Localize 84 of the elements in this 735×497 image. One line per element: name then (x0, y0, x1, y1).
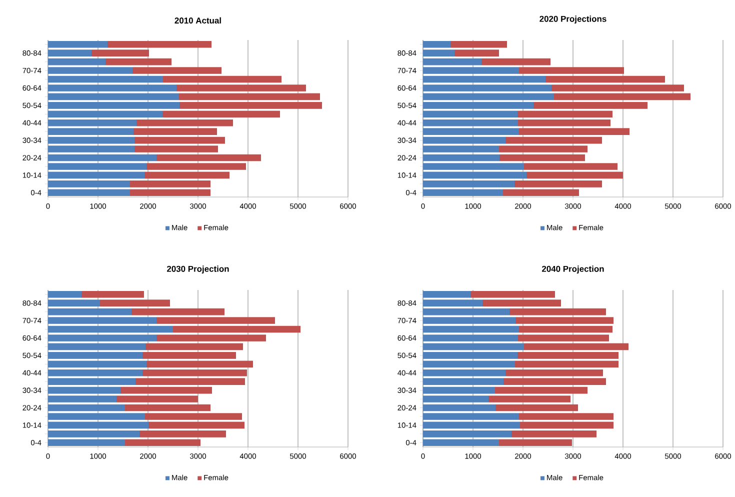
bar (423, 422, 520, 429)
bar (518, 334, 610, 342)
bar (146, 163, 246, 170)
bar (524, 343, 629, 350)
bar (423, 172, 527, 179)
bar (176, 84, 306, 92)
bar (134, 136, 225, 144)
bar (48, 84, 176, 92)
bar (156, 317, 275, 324)
bar (554, 93, 690, 100)
bar (132, 308, 224, 316)
bar (48, 413, 145, 420)
bar (120, 386, 212, 394)
chart-title: 2010 Actual (174, 17, 221, 24)
bar (48, 404, 125, 412)
bar (482, 58, 551, 66)
bar (552, 84, 684, 92)
bar (524, 163, 618, 170)
bar (106, 58, 172, 66)
chart-title: 2030 Projection (166, 266, 229, 274)
bar (526, 172, 624, 179)
bar (423, 326, 520, 333)
bar (519, 413, 614, 420)
bar (423, 413, 520, 420)
bar (179, 93, 320, 100)
chart-title: 2020 Projections (540, 16, 606, 24)
bar (48, 172, 144, 179)
bar (423, 76, 546, 83)
bar (145, 413, 242, 420)
bar (48, 146, 134, 152)
bar (48, 422, 148, 429)
bar (48, 343, 146, 350)
bar (134, 146, 218, 152)
bar (48, 308, 132, 316)
bar (423, 146, 500, 152)
bar (500, 154, 586, 162)
bar (423, 67, 520, 74)
bar (48, 93, 179, 100)
bar (423, 58, 482, 66)
bar (423, 396, 489, 402)
bar (156, 334, 266, 342)
bar (156, 154, 261, 162)
bar (423, 136, 506, 144)
bar (423, 317, 516, 324)
bar (423, 334, 518, 342)
bar (495, 386, 588, 394)
bar (163, 76, 282, 83)
bar (423, 154, 500, 162)
bar (132, 67, 222, 74)
bar (510, 308, 606, 316)
bar (48, 326, 173, 333)
bar (48, 163, 146, 170)
bar (423, 404, 496, 412)
bar (148, 422, 244, 429)
bar (519, 326, 613, 333)
chart-title: 2040 Projection (542, 266, 604, 274)
bar (48, 317, 156, 324)
bar (116, 396, 198, 402)
bar (48, 76, 163, 83)
bar (48, 136, 134, 144)
bar (496, 404, 578, 412)
bar (423, 308, 510, 316)
bar (423, 386, 496, 394)
bar (488, 396, 571, 402)
bar (48, 396, 116, 402)
bar (48, 67, 132, 74)
bar (506, 136, 602, 144)
bar (520, 422, 614, 429)
bar (423, 163, 524, 170)
bar (146, 343, 243, 350)
bar (173, 326, 300, 333)
bar (516, 317, 614, 324)
bar (48, 58, 106, 66)
bar (546, 76, 665, 83)
bar (48, 334, 156, 342)
bar (519, 67, 624, 74)
bar (423, 84, 552, 92)
bar (499, 146, 588, 152)
bar (48, 154, 156, 162)
bar (144, 172, 230, 179)
bar (423, 93, 554, 100)
bar (125, 404, 210, 412)
bar (48, 386, 120, 394)
bar (423, 343, 524, 350)
